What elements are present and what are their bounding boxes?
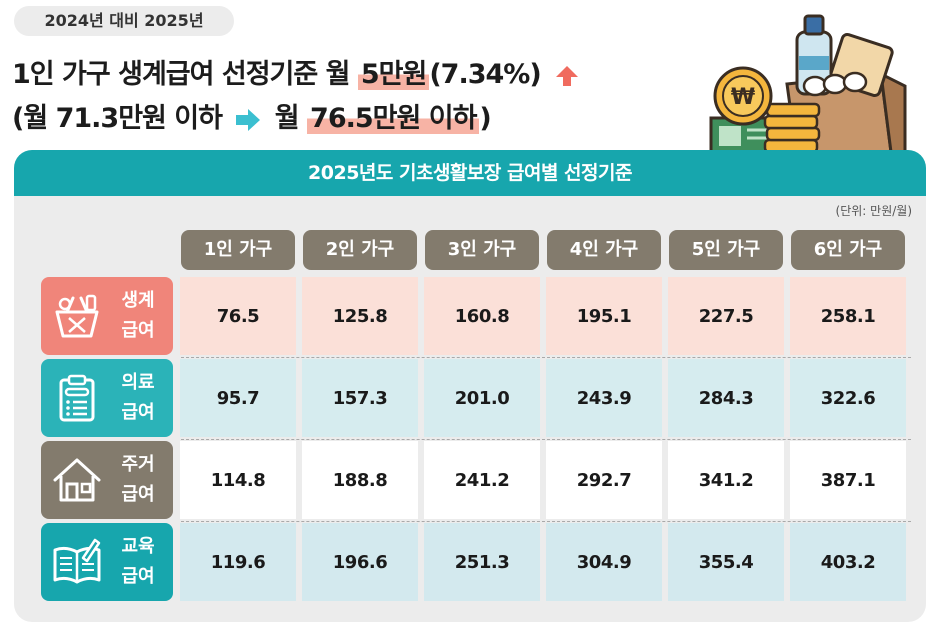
table-cell: 355.4	[668, 523, 784, 601]
column-header-5-person: 5인 가구	[669, 230, 783, 270]
table-cell: 387.1	[790, 441, 906, 519]
arrow-up-icon	[556, 65, 579, 86]
table-cell: 284.3	[668, 359, 784, 437]
arrow-right-icon	[236, 108, 261, 131]
table-cell: 157.3	[302, 359, 418, 437]
row-header-livelihood: 생계 급여	[41, 277, 173, 355]
row-label-line-2: 급여	[121, 484, 155, 505]
shopping-basket-icon	[55, 294, 99, 338]
headline-line-2: (월 71.3만원 이하 월 76.5만원 이하)	[12, 96, 492, 135]
table-cell: 258.1	[790, 277, 906, 355]
row-label-line-2: 급여	[121, 566, 155, 587]
selection-criteria-panel: 2025년도 기초생활보장 급여별 선정기준 (단위: 만원/월) 1인 가구 …	[14, 150, 926, 622]
table-cell: 95.7	[180, 359, 296, 437]
table-cell: 201.0	[424, 359, 540, 437]
row-label-medical: 의료 급여	[113, 368, 163, 428]
column-header-3-person: 3인 가구	[425, 230, 539, 270]
house-icon	[53, 458, 101, 502]
table-cell: 292.7	[546, 441, 662, 519]
row-label-livelihood: 생계 급여	[113, 286, 163, 346]
row-divider	[181, 357, 911, 358]
column-header-2-person: 2인 가구	[303, 230, 417, 270]
new-threshold-prefix: 월	[274, 103, 308, 134]
book-pencil-icon	[53, 538, 101, 584]
column-header-4-person: 4인 가구	[547, 230, 661, 270]
table-cell: 196.6	[302, 523, 418, 601]
panel-title: 2025년도 기초생활보장 급여별 선정기준	[14, 150, 926, 196]
table-cell: 241.2	[424, 441, 540, 519]
row-header-medical: 의료 급여	[41, 359, 173, 437]
table-cell: 188.8	[302, 441, 418, 519]
new-threshold-highlight: 76.5만원 이하	[307, 103, 480, 134]
column-header-6-person: 6인 가구	[791, 230, 905, 270]
table-cell: 227.5	[668, 277, 784, 355]
table-cell: 125.8	[302, 277, 418, 355]
row-label-line-1: 주거	[121, 454, 155, 475]
medical-clipboard-icon	[59, 374, 95, 422]
table-cell: 322.6	[790, 359, 906, 437]
row-label-line-1: 교육	[121, 536, 155, 557]
table-cell: 195.1	[546, 277, 662, 355]
headline-highlight-amount: 5만원	[357, 59, 430, 90]
row-label-education: 교육 급여	[113, 532, 163, 592]
row-divider	[181, 521, 911, 522]
column-header-1-person: 1인 가구	[181, 230, 295, 270]
headline-prefix: 1인 가구 생계급여 선정기준 월	[12, 59, 358, 90]
table-cell: 251.3	[424, 523, 540, 601]
won-symbol: ₩	[731, 85, 755, 110]
table-cell: 114.8	[180, 441, 296, 519]
row-label-line-2: 급여	[121, 402, 155, 423]
row-label-line-1: 생계	[121, 290, 155, 311]
row-divider	[181, 439, 911, 440]
headline-percent: (7.34%)	[429, 59, 541, 90]
unit-label: (단위: 만원/월)	[835, 204, 912, 218]
row-label-line-2: 급여	[121, 320, 155, 341]
table-cell: 76.5	[180, 277, 296, 355]
table-cell: 341.2	[668, 441, 784, 519]
headline-line-1: 1인 가구 생계급여 선정기준 월 5만원 (7.34%)	[12, 52, 579, 91]
year-comparison-badge: 2024년 대비 2025년	[14, 6, 234, 36]
row-label-housing: 주거 급여	[113, 450, 163, 510]
table-cell: 160.8	[424, 277, 540, 355]
table-cell: 304.9	[546, 523, 662, 601]
previous-threshold: (월 71.3만원 이하	[12, 103, 223, 134]
new-threshold-suffix: )	[479, 103, 491, 134]
row-label-line-1: 의료	[121, 372, 155, 393]
grocery-bag-with-coins-icon: ₩	[709, 14, 907, 157]
table-cell: 403.2	[790, 523, 906, 601]
row-header-education: 교육 급여	[41, 523, 173, 601]
table-cell: 243.9	[546, 359, 662, 437]
row-header-housing: 주거 급여	[41, 441, 173, 519]
table-cell: 119.6	[180, 523, 296, 601]
